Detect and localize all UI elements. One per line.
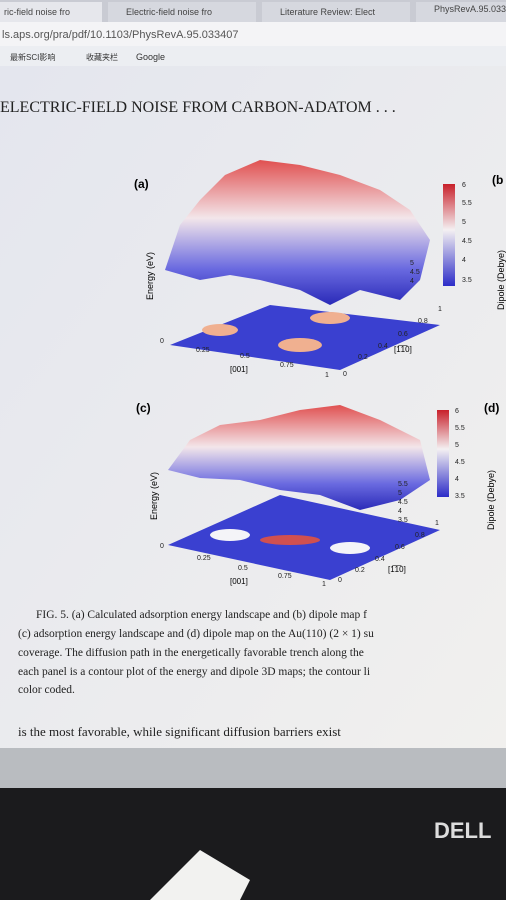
bookmark[interactable]: 收藏夹栏	[86, 52, 118, 62]
caption-line: color coded.	[18, 684, 75, 696]
panel-label: (a)	[134, 177, 149, 191]
contour	[260, 535, 320, 545]
y-tick: 0.8	[418, 318, 428, 325]
x-tick: 0.75	[280, 362, 294, 369]
colorbar-tick: 6	[462, 182, 466, 189]
z-tick: 4	[410, 278, 414, 285]
z-tick: 5	[410, 260, 414, 267]
colorbar-tick: 4.5	[462, 238, 472, 245]
y-tick: 0.2	[358, 354, 368, 361]
x-tick: 0	[160, 338, 164, 345]
z-tick: 3.5	[398, 517, 408, 524]
contour	[210, 529, 250, 541]
z-axis-label: Dipole (Debye)	[486, 470, 496, 530]
z-axis-label: Dipole (Debye)	[496, 250, 506, 310]
contour	[278, 338, 322, 352]
tab[interactable]	[262, 2, 410, 22]
colorbar-tick: 3.5	[462, 277, 472, 284]
colorbar-tick: 3.5	[455, 493, 465, 500]
y-tick: 0.6	[398, 331, 408, 338]
x-axis-label: [001]	[230, 577, 248, 586]
y-tick: 0.2	[355, 567, 365, 574]
x-tick: 1	[322, 581, 326, 588]
x-tick: 0.25	[196, 347, 210, 354]
colorbar-tick: 5	[455, 442, 459, 449]
colorbar-tick: 4	[462, 257, 466, 264]
z-tick: 5	[398, 490, 402, 497]
colorbar-tick: 4	[455, 476, 459, 483]
address-bar[interactable]	[0, 22, 506, 46]
paper-note	[150, 850, 250, 900]
contour	[310, 312, 350, 324]
colorbar-tick: 6	[455, 408, 459, 415]
panel-a: (a) 6 5.5 5 4.5 4 3.5 5 4.5 4 Energy (eV…	[134, 160, 472, 379]
x-tick: 0.5	[238, 565, 248, 572]
x-tick: 0.5	[240, 353, 250, 360]
panel-label: (b	[492, 173, 503, 187]
contour	[202, 324, 238, 336]
y-tick: 0.8	[415, 532, 425, 539]
url: ls.aps.org/pra/pdf/10.1103/PhysRevA.95.0…	[2, 29, 238, 41]
z-axis-label: Energy (eV)	[145, 252, 155, 300]
colorbar	[443, 184, 455, 286]
tab-title: ric-field noise fro	[4, 7, 70, 17]
energy-surface	[165, 160, 430, 305]
caption-line: FIG. 5. (a) Calculated adsorption energy…	[36, 609, 367, 621]
colorbar-tick: 5.5	[455, 425, 465, 432]
colorbar-tick: 5.5	[462, 200, 472, 207]
contour	[330, 542, 370, 554]
y-tick: 0	[338, 577, 342, 584]
z-tick: 4	[398, 508, 402, 515]
bookmark[interactable]: 最新SCI影响	[10, 52, 55, 62]
energy-surface	[168, 405, 430, 510]
tab[interactable]	[416, 2, 506, 22]
body-text: is the most favorable, while significant…	[18, 724, 341, 739]
x-tick: 0.75	[278, 573, 292, 580]
colorbar-tick: 5	[462, 219, 466, 226]
tab-title: PhysRevA.95.033	[434, 4, 506, 14]
y-tick: 1	[435, 520, 439, 527]
caption-line: coverage. The diffusion path in the ener…	[18, 647, 364, 659]
bookmark[interactable]: Google	[136, 52, 165, 62]
bookmarks-bar	[0, 46, 506, 66]
y-tick: 1	[438, 306, 442, 313]
z-tick: 4.5	[410, 269, 420, 276]
x-tick: 0.25	[197, 555, 211, 562]
caption-line: (c) adsorption energy landscape and (d) …	[18, 628, 374, 640]
tab-title: Literature Review: Elect	[280, 7, 376, 17]
y-tick: 0.6	[395, 544, 405, 551]
y-axis-label: [1̅1̅0]	[394, 345, 412, 354]
x-tick: 0	[160, 543, 164, 550]
y-axis-label: [1̅1̅0]	[388, 565, 406, 574]
y-tick: 0.4	[375, 556, 385, 563]
colorbar	[437, 410, 449, 497]
monitor-bezel	[0, 788, 506, 900]
tab[interactable]	[108, 2, 256, 22]
z-axis-label: Energy (eV)	[149, 472, 159, 520]
running-header: ELECTRIC-FIELD NOISE FROM CARBON-ADATOM …	[0, 99, 396, 116]
panel-label: (c)	[136, 401, 151, 415]
z-tick: 5.5	[398, 481, 408, 488]
caption: FIG. 5. (a) Calculated adsorption energy…	[18, 609, 374, 696]
y-tick: 0.4	[378, 343, 388, 350]
caption-line: each panel is a contour plot of the ener…	[18, 666, 370, 678]
contour-plane	[170, 305, 440, 370]
panel-label: (d)	[484, 401, 499, 415]
panel-c: (c) 6 5.5 5 4.5 4 3.5 5.5 5 4.5 4 3.5 En…	[136, 401, 465, 588]
colorbar-tick: 4.5	[455, 459, 465, 466]
x-tick: 1	[325, 372, 329, 379]
tab-title: Electric-field noise fro	[126, 7, 212, 17]
taskbar	[0, 748, 506, 788]
z-tick: 4.5	[398, 499, 408, 506]
x-axis-label: [001]	[230, 365, 248, 374]
tab[interactable]	[0, 2, 102, 22]
brand-logo: DELL	[434, 818, 491, 843]
y-tick: 0	[343, 371, 347, 378]
